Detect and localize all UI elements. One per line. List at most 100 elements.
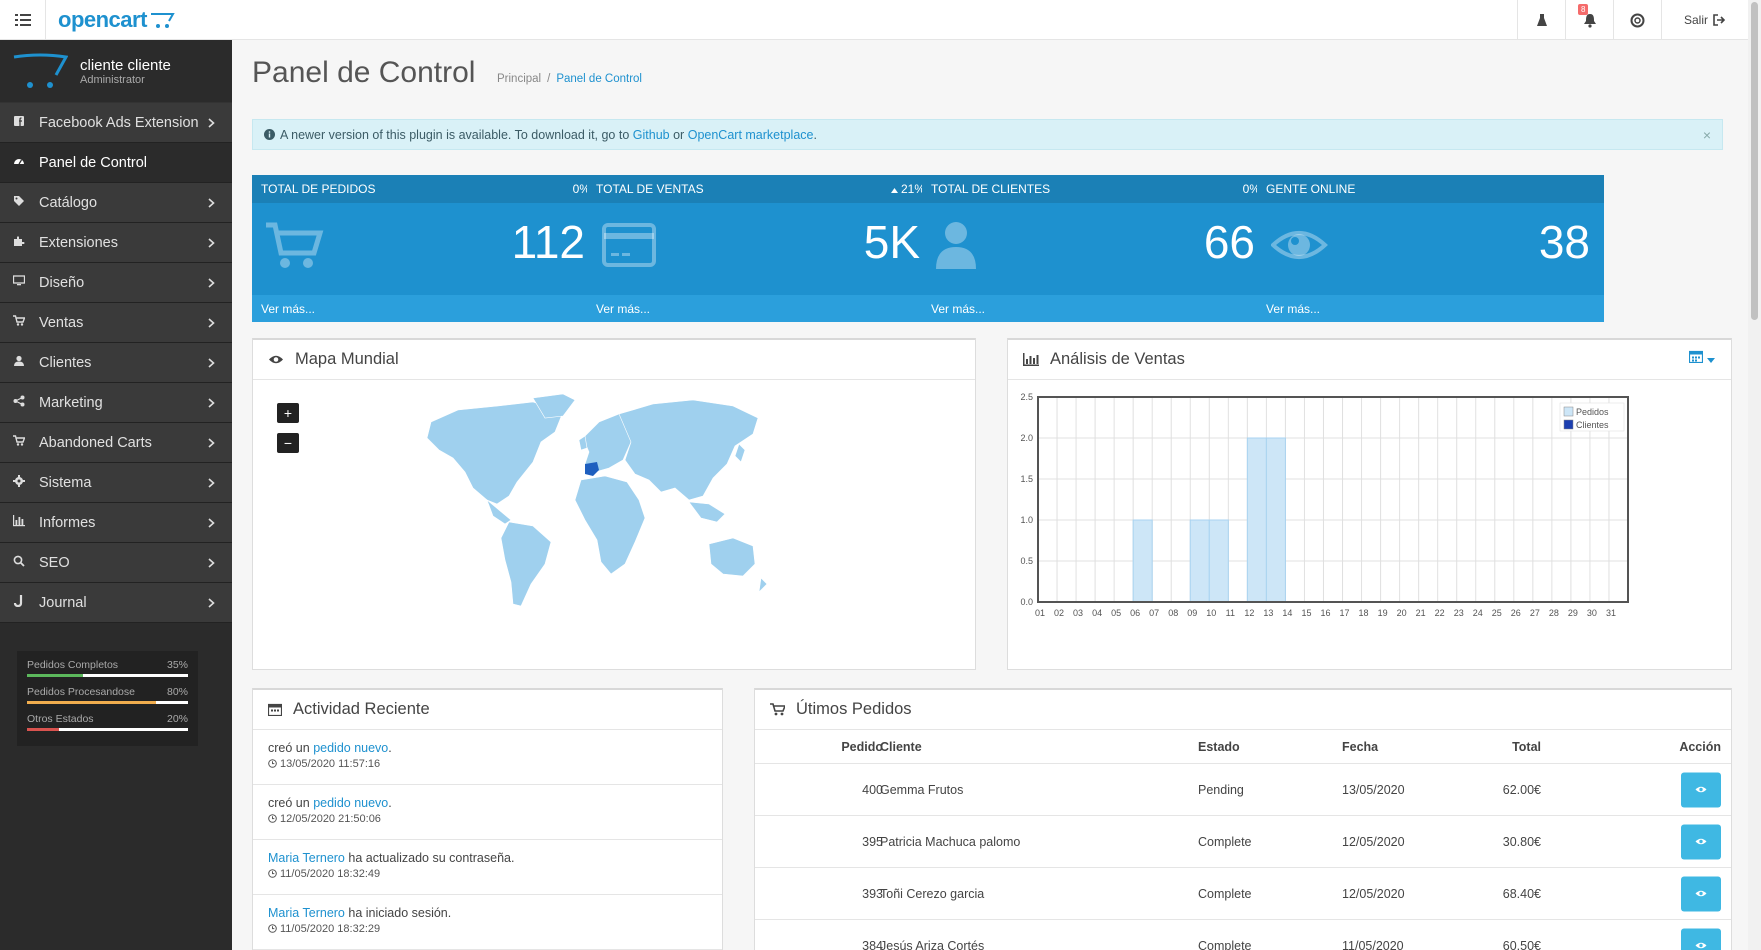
view-order-button[interactable] <box>1681 772 1721 807</box>
breadcrumb-current[interactable]: Panel de Control <box>556 73 642 85</box>
japan[interactable] <box>734 443 746 463</box>
sidebar-item-abandoned-carts[interactable]: Abandoned Carts <box>0 423 232 463</box>
cart-icon-wrap <box>11 435 27 450</box>
tile-more-link[interactable]: Ver más... <box>252 295 599 322</box>
new-zealand[interactable] <box>758 577 768 593</box>
activity-order-link[interactable]: pedido nuevo <box>313 796 389 810</box>
clock-icon <box>268 759 277 768</box>
x-tick-label: 09 <box>1187 608 1197 618</box>
activity-order-link[interactable]: pedido nuevo <box>313 741 389 755</box>
world-map-panel: Mapa Mundial + − <box>252 338 976 670</box>
africa[interactable] <box>574 475 646 575</box>
x-tick-label: 03 <box>1073 608 1083 618</box>
tile-more-link[interactable]: Ver más... <box>587 295 934 322</box>
stat-row: Pedidos Procesandose 80% <box>27 686 188 698</box>
stat-row: Otros Estados 20% <box>27 713 188 725</box>
activity-text: ha actualizado su contraseña. <box>348 851 515 865</box>
order-customer: Patricia Machuca palomo <box>880 834 1021 849</box>
southeast-asia[interactable] <box>688 501 726 523</box>
world-map[interactable] <box>413 392 773 622</box>
order-id: 384 <box>862 938 883 950</box>
sidebar-item-cat-logo[interactable]: Catálogo <box>0 183 232 223</box>
view-order-button[interactable] <box>1681 824 1721 859</box>
breadcrumb-home[interactable]: Principal <box>497 73 542 85</box>
sidebar-item-journal[interactable]: Journal <box>0 583 232 623</box>
stat-progress-fill <box>27 674 84 677</box>
tile-more-label: Ver más... <box>596 301 651 316</box>
col-total[interactable]: Total <box>1512 739 1541 754</box>
sales-title: Análisis de Ventas <box>1050 350 1185 368</box>
notifications-button[interactable]: 8 <box>1565 0 1613 40</box>
map-zoom-in-button[interactable]: + <box>277 403 299 423</box>
sidebar-item-label: Journal <box>39 594 87 611</box>
sidebar-item-informes[interactable]: Informes <box>0 503 232 543</box>
sidebar-item-extensiones[interactable]: Extensiones <box>0 223 232 263</box>
x-tick-label: 25 <box>1492 608 1502 618</box>
tile-percent-value: 21% <box>900 182 925 196</box>
sidebar-item-ventas[interactable]: Ventas <box>0 303 232 343</box>
alert-text-end: . <box>813 127 817 142</box>
sales-panel-header: Análisis de Ventas <box>1008 340 1731 380</box>
alert-close-button[interactable]: × <box>1702 126 1711 143</box>
date-range-dropdown[interactable] <box>1689 350 1715 366</box>
tile-value: 66 <box>1203 216 1255 268</box>
tile-percent-value: 0% <box>572 182 590 196</box>
map-zoom-out-button[interactable]: − <box>277 433 299 453</box>
help-button[interactable] <box>1613 0 1661 40</box>
sidebar-item-seo[interactable]: SEO <box>0 543 232 583</box>
search-icon-wrap <box>11 555 27 570</box>
sidebar-item-dise-o[interactable]: Diseño <box>0 263 232 303</box>
col-status[interactable]: Estado <box>1198 739 1240 754</box>
stat-tile-total-de-pedidos: TOTAL DE PEDIDOS 0% 112 Ver más... <box>252 175 599 322</box>
eye-icon <box>1695 838 1707 845</box>
stat-progress-fill <box>27 728 60 731</box>
sidebar-item-facebook-ads-extension[interactable]: Facebook Ads Extension <box>0 103 232 143</box>
sales-analysis-panel: Análisis de Ventas 0.0 0.5 1.0 1.5 2.0 2.5 01 0… <box>1007 338 1732 670</box>
tile-more-link[interactable]: Ver más... <box>922 295 1269 322</box>
latest-orders-panel: Útimos Pedidos Pedido Cliente Estado Fec… <box>754 688 1732 950</box>
central-america[interactable] <box>486 499 512 525</box>
y-tick-label: 0.0 <box>1020 597 1033 607</box>
tile-credit-card-icon <box>602 223 656 267</box>
europe[interactable] <box>582 413 636 473</box>
tile-value: 112 <box>511 216 585 268</box>
col-order[interactable]: Pedido <box>841 739 883 754</box>
uk[interactable] <box>578 435 588 451</box>
greenland[interactable] <box>532 393 576 419</box>
flask-button[interactable] <box>1517 0 1565 40</box>
marketplace-link[interactable]: OpenCart marketplace <box>687 127 814 142</box>
scrollbar-thumb[interactable] <box>1751 2 1758 320</box>
south-america[interactable] <box>500 521 552 607</box>
dashboard-icon <box>14 159 24 165</box>
spain-highlight[interactable] <box>585 462 599 476</box>
plugin-update-alert: A newer version of this plugin is availa… <box>252 119 1723 150</box>
tile-more-link[interactable]: Ver más... <box>1257 295 1604 322</box>
sidebar-item-panel-de-control[interactable]: Panel de Control <box>0 143 232 183</box>
australia[interactable] <box>708 537 756 577</box>
view-order-button[interactable] <box>1681 928 1721 950</box>
map-panel-header: Mapa Mundial <box>253 340 975 380</box>
north-america[interactable] <box>426 401 564 505</box>
page-scrollbar[interactable] <box>1748 0 1761 950</box>
asia[interactable] <box>618 399 759 501</box>
cart-icon <box>13 315 26 326</box>
logout-button[interactable]: Salir <box>1661 0 1748 40</box>
col-date[interactable]: Fecha <box>1342 739 1379 754</box>
clock-icon <box>268 869 277 878</box>
activity-actor-link[interactable]: Maria Ternero <box>268 851 345 865</box>
activity-timestamp: 11/05/2020 18:32:49 <box>280 868 381 880</box>
user-profile[interactable]: cliente cliente Administrator <box>0 40 232 103</box>
lifebuoy-icon <box>1630 13 1645 27</box>
opencart-logo[interactable]: opencart <box>58 7 175 33</box>
x-tick-label: 28 <box>1549 608 1559 618</box>
col-customer[interactable]: Cliente <box>880 739 922 754</box>
cog-icon-wrap <box>11 475 27 490</box>
github-link[interactable]: Github <box>632 127 670 142</box>
sidebar-item-marketing[interactable]: Marketing <box>0 383 232 423</box>
menu-toggle-button[interactable] <box>0 0 46 40</box>
view-order-button[interactable] <box>1681 876 1721 911</box>
sidebar-item-clientes[interactable]: Clientes <box>0 343 232 383</box>
sidebar-item-sistema[interactable]: Sistema <box>0 463 232 503</box>
activity-actor-link[interactable]: Maria Ternero <box>268 906 345 920</box>
bar-pedidos <box>1265 437 1286 603</box>
